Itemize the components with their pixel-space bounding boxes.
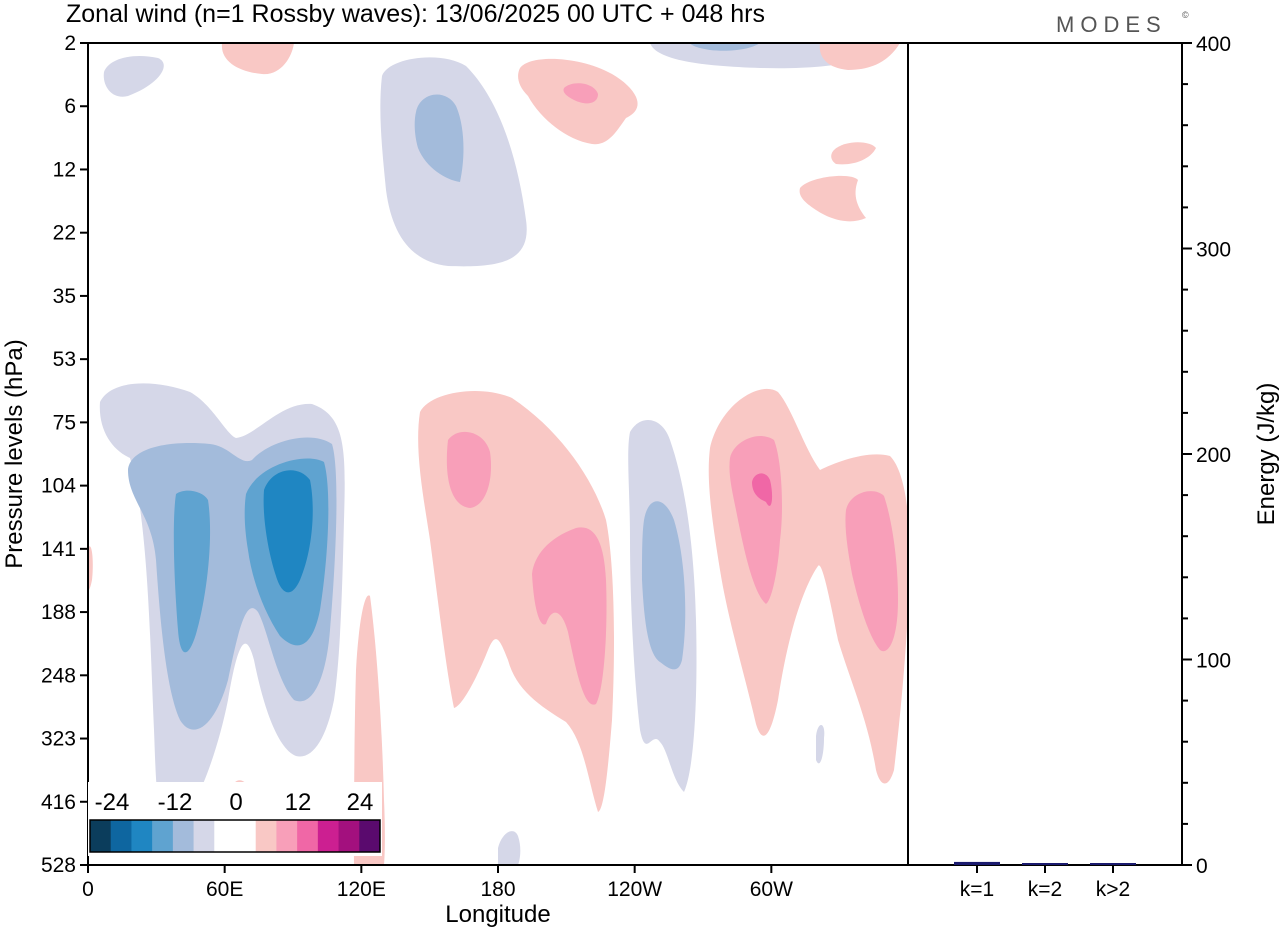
colorbar-swatch [317, 820, 340, 852]
contour-pos-light [799, 175, 866, 222]
energy-bar [1090, 863, 1136, 865]
colorbar-swatch [276, 820, 298, 852]
contour-field [88, 43, 908, 865]
y-tick-label: 6 [64, 95, 76, 118]
energy-category-label: k=2 [1028, 878, 1062, 901]
y-tick-label: 53 [53, 348, 76, 371]
modes-logo: MODES © [1056, 10, 1189, 37]
energy-tick-label: 300 [1196, 239, 1231, 262]
contour-neg-light [816, 724, 825, 764]
contour-neg-strong [173, 490, 211, 653]
y-tick-label: 104 [41, 475, 76, 498]
contour-neg-mid [642, 501, 686, 670]
y-tick-label: 248 [41, 664, 76, 687]
x-tick-label: 60E [206, 878, 243, 901]
colorbar-label: -12 [158, 789, 193, 816]
x-tick-label: 180 [480, 878, 515, 901]
colorbar-frame [89, 819, 381, 853]
colorbar-swatch [214, 820, 236, 852]
x-axis-label: Longitude [445, 901, 550, 928]
colorbar-swatch [297, 820, 319, 852]
energy-tick-label: 400 [1196, 33, 1231, 56]
contour-neg-light [103, 55, 164, 97]
contour-neg-mid [690, 43, 760, 51]
pressure-axis: 2 6 12 22 35 53 75 104 141 188 248 323 416 528 [41, 32, 88, 877]
colorbar-swatch [131, 820, 153, 852]
energy-axis: 0 100 200 300 400 [1182, 33, 1231, 878]
energy-bars: k=1 k=2 k>2 [954, 861, 1136, 901]
energy-category-label: k=1 [960, 878, 994, 901]
colorbar-swatch [255, 820, 277, 852]
colorbar-swatch [110, 820, 132, 852]
colorbar-swatch [338, 820, 360, 852]
x-tick-label: 120W [607, 878, 662, 901]
energy-bar [1022, 863, 1068, 865]
y-tick-label: 22 [53, 222, 76, 245]
y-tick-label: 75 [53, 411, 76, 434]
y-tick-label: 416 [41, 791, 76, 814]
contour-pos-strong [752, 473, 773, 506]
energy-category-label: k>2 [1096, 878, 1130, 901]
y-tick-label: 323 [41, 728, 76, 751]
colorbar-label: 24 [347, 789, 374, 816]
x-tick-label: 60W [750, 878, 793, 901]
contour-pos-light [819, 43, 900, 70]
y-tick-label: 188 [41, 601, 76, 624]
colorbar-swatch [90, 820, 112, 852]
y-tick-label: 12 [53, 158, 76, 181]
contour-pos-mid [532, 527, 607, 705]
contour-pos-mid [845, 491, 898, 652]
contour-pos-light [88, 546, 93, 591]
colorbar-swatch [172, 820, 195, 852]
contour-neg-mid [414, 94, 464, 182]
colorbar-swatch [359, 820, 381, 852]
colorbar-label: -24 [95, 789, 130, 816]
y-tick-label: 35 [53, 285, 76, 308]
brand-mark: © [1182, 10, 1189, 20]
energy-tick-label: 0 [1196, 855, 1208, 878]
y-tick-label: 2 [64, 32, 76, 55]
colorbar-swatch [193, 820, 215, 852]
longitude-axis: 0 60E 120E 180 120W 60W [82, 865, 793, 901]
colorbar-swatch [152, 820, 174, 852]
y-tick-label: 141 [41, 538, 76, 561]
energy-bar [954, 861, 1000, 865]
brand-logo: MODES [1056, 12, 1167, 37]
contour-neg-light [498, 831, 521, 865]
colorbar-label: 12 [285, 789, 312, 816]
contour-pos-light [221, 43, 294, 75]
energy-tick-label: 100 [1196, 650, 1231, 673]
x-tick-label: 0 [82, 878, 94, 901]
y-axis-label: Pressure levels (hPa) [1, 339, 28, 568]
y-tick-label: 528 [41, 854, 76, 877]
contour-pos-mid [446, 431, 492, 508]
energy-axis-label: Energy (J/kg) [1253, 383, 1280, 526]
colorbar-label: 0 [229, 789, 242, 816]
contour-pos-light [831, 142, 876, 165]
energy-tick-label: 200 [1196, 444, 1231, 467]
x-tick-label: 120E [337, 878, 386, 901]
chart-title: Zonal wind (n=1 Rossby waves): 13/06/202… [66, 0, 765, 28]
colorbar-swatch [235, 820, 257, 852]
contour-neg-core [263, 470, 313, 593]
colorbar-legend: -24 -12 0 12 24 [88, 782, 382, 856]
contour-pos-mid [563, 83, 598, 104]
